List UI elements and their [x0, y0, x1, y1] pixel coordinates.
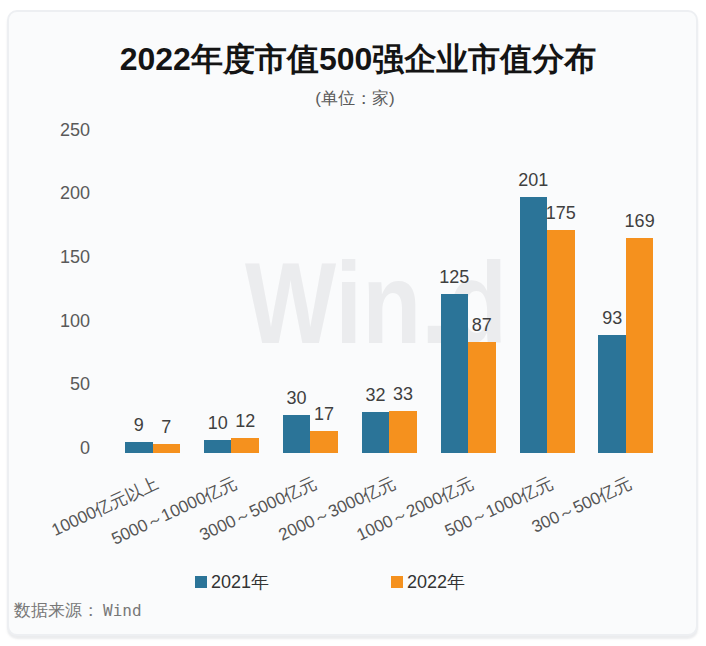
y-axis-tick-label: 150 [20, 248, 90, 266]
bar-2021年 [362, 412, 390, 453]
legend-swatch [195, 576, 207, 588]
bar-2022年 [547, 230, 575, 453]
bar-value-label: 175 [526, 204, 596, 222]
y-axis-tick-label: 250 [20, 121, 90, 139]
bar-2021年 [125, 442, 153, 453]
bar-value-label: 33 [368, 385, 438, 403]
legend-label: 2022年 [407, 570, 465, 594]
bar-2021年 [520, 197, 548, 453]
data-source-label: 数据来源： [14, 601, 99, 620]
bar-value-label: 169 [605, 212, 675, 230]
plot-area: 0501001502002509710000亿元以上10125000～10000… [0, 0, 706, 646]
bar-value-label: 201 [498, 171, 568, 189]
legend-item-2022年: 2022年 [391, 571, 465, 592]
y-axis-tick-label: 0 [20, 439, 90, 457]
bar-value-label: 125 [419, 268, 489, 286]
bar-value-label: 12 [210, 412, 280, 430]
bar-2022年 [231, 438, 259, 453]
bar-2022年 [626, 238, 654, 453]
bar-2022年 [389, 411, 417, 453]
data-source-value: Wind [103, 601, 142, 620]
data-source: 数据来源：Wind [14, 599, 142, 622]
bar-2021年 [598, 335, 626, 453]
legend-item-2021年: 2021年 [195, 571, 269, 592]
y-axis-tick-label: 200 [20, 184, 90, 202]
bar-2022年 [468, 342, 496, 453]
bar-2022年 [310, 431, 338, 453]
legend-swatch [391, 576, 403, 588]
bar-2022年 [153, 444, 181, 453]
y-axis-tick-label: 100 [20, 312, 90, 330]
bar-value-label: 17 [289, 405, 359, 423]
bar-value-label: 87 [447, 316, 517, 334]
legend-label: 2021年 [211, 570, 269, 594]
bar-2021年 [204, 440, 232, 453]
y-axis-tick-label: 50 [20, 375, 90, 393]
